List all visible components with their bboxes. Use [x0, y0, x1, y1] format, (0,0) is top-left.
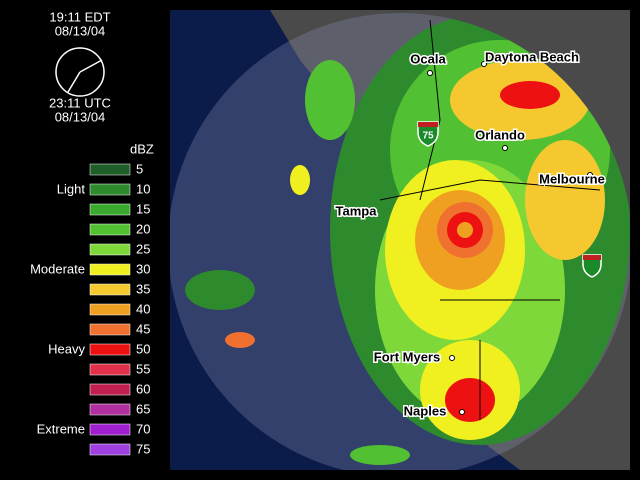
city-dot	[427, 70, 433, 76]
legend-swatch	[89, 363, 131, 376]
city-label: Tampa	[336, 203, 378, 218]
city-label: Melbourne	[539, 171, 605, 186]
legend-swatch	[89, 443, 131, 456]
legend-value: 45	[136, 321, 150, 336]
legend-swatch	[89, 303, 131, 316]
legend: 5 10 Light 15 20 25 30 Moderate 35 40 45 50 Heavy 55 6…	[30, 161, 150, 456]
legend-swatch	[89, 403, 131, 416]
legend-value: 60	[136, 381, 150, 396]
legend-value: 30	[136, 261, 150, 276]
legend-value: 25	[136, 241, 150, 256]
city-dot	[449, 355, 455, 361]
legend-swatch	[89, 223, 131, 236]
intensity-label: Light	[57, 181, 86, 196]
local-date: 08/13/04	[55, 23, 106, 38]
city-label: Ocala	[410, 51, 446, 66]
intensity-label: Heavy	[48, 341, 85, 356]
legend-swatch	[89, 183, 131, 196]
utc-date: 08/13/04	[55, 109, 106, 124]
shield-number: 75	[422, 131, 434, 142]
legend-value: 10	[136, 181, 150, 196]
legend-swatch	[89, 263, 131, 276]
legend-value: 40	[136, 301, 150, 316]
legend-value: 50	[136, 341, 150, 356]
city-dot	[481, 61, 487, 67]
city-dot	[502, 145, 508, 151]
map	[170, 10, 630, 470]
city-dot	[372, 211, 378, 217]
legend-unit: dBZ	[130, 141, 154, 156]
city-label: Daytona Beach	[485, 49, 579, 64]
legend-swatch	[89, 243, 131, 256]
legend-swatch	[89, 203, 131, 216]
city-dot	[459, 409, 465, 415]
legend-value: 15	[136, 201, 150, 216]
interstate-shield: 75	[417, 121, 602, 278]
legend-value: 70	[136, 421, 150, 436]
cities: Ocala Daytona Beach Orlando Melbourne Tampa F…	[334, 48, 606, 420]
local-time: 19:11 EDT	[49, 9, 110, 24]
intensity-label: Moderate	[30, 261, 85, 276]
legend-swatch	[89, 423, 131, 436]
city-label: Fort Myers	[374, 349, 440, 364]
legend-swatch	[89, 383, 131, 396]
legend-value: 35	[136, 281, 150, 296]
legend-swatch	[89, 163, 131, 176]
clock	[55, 47, 105, 97]
legend-swatch	[89, 283, 131, 296]
city-dot	[587, 172, 593, 178]
city-label: Orlando	[475, 127, 525, 142]
legend-swatch	[89, 323, 131, 336]
legend-swatch	[89, 343, 131, 356]
intensity-label: Extreme	[37, 421, 85, 436]
legend-value: 20	[136, 221, 150, 236]
legend-value: 75	[136, 441, 150, 456]
utc-time: 23:11 UTC	[49, 95, 111, 110]
legend-value: 5	[136, 161, 143, 176]
legend-value: 65	[136, 401, 150, 416]
legend-value: 55	[136, 361, 150, 376]
city-label: Naples	[404, 403, 447, 418]
